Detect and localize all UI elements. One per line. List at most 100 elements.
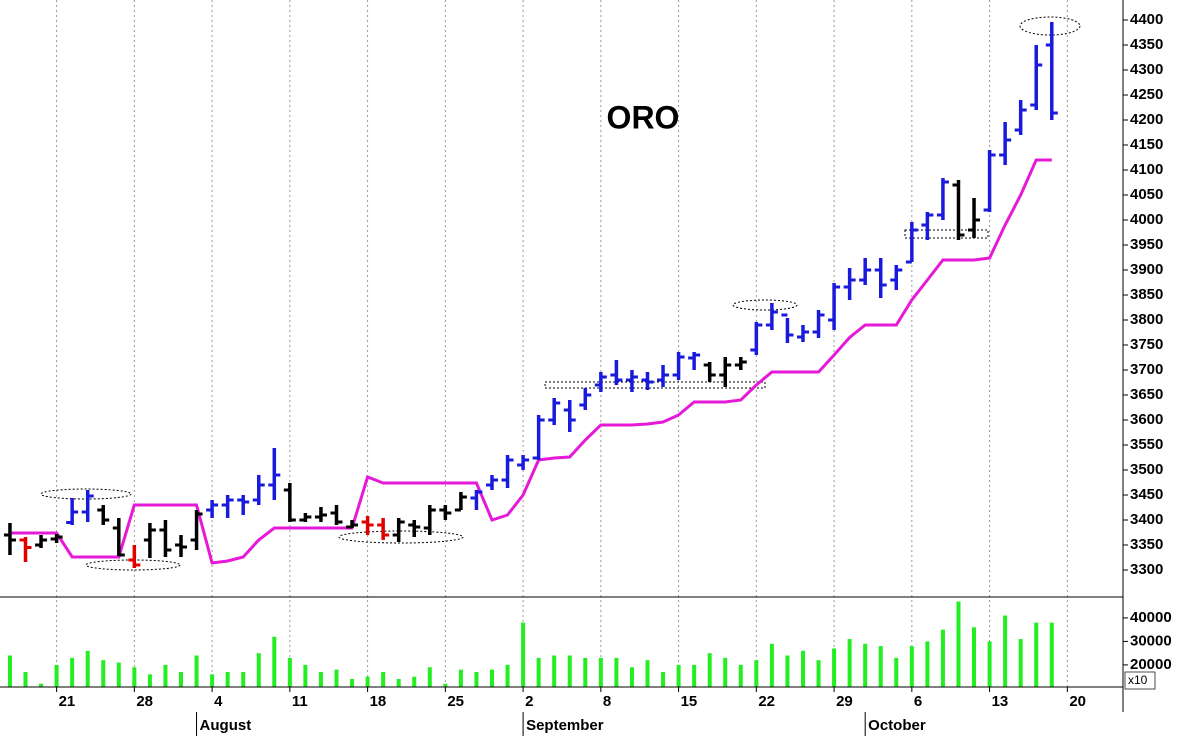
volume-bar	[7, 655, 12, 687]
annotation-ellipse	[732, 299, 798, 311]
volume-bar	[769, 643, 774, 687]
y-tick-label: 3850	[1130, 286, 1163, 303]
y-tick-label: 30000	[1130, 632, 1172, 649]
volume-bar	[738, 664, 743, 687]
scale-label-box	[1124, 671, 1156, 690]
y-tick-label: 4150	[1130, 136, 1163, 153]
x-tick-label: 21	[59, 693, 76, 710]
volume-bar	[225, 671, 230, 687]
volume-bar	[598, 657, 603, 687]
volume-bar	[365, 676, 370, 687]
scale-label: x10	[1128, 673, 1148, 687]
volume-bar	[132, 667, 137, 687]
volume-bar	[1003, 615, 1008, 687]
y-tick-label: 4200	[1130, 111, 1163, 128]
y-tick-label: 3900	[1130, 261, 1163, 278]
y-tick-label: 4300	[1130, 61, 1163, 78]
x-tick-label: 25	[447, 693, 464, 710]
x-tick-label: 11	[292, 693, 308, 710]
volume-bar	[54, 664, 59, 687]
volume-bar	[645, 660, 650, 687]
x-tick-label: 13	[992, 693, 1009, 710]
x-tick-label: 2	[525, 693, 533, 710]
volume-bar	[878, 646, 883, 687]
volume-bar	[489, 669, 494, 687]
y-tick-label: 4250	[1130, 86, 1163, 103]
volume-bar	[521, 622, 526, 687]
volume-bar	[287, 657, 292, 687]
volume-bar	[1034, 622, 1039, 687]
volume-bar	[163, 664, 168, 687]
volume-bar	[816, 660, 821, 687]
volume-bar	[116, 662, 121, 687]
annotation-ellipse	[85, 559, 181, 571]
y-tick-label: 4000	[1130, 211, 1163, 228]
volume-bar	[1049, 622, 1054, 687]
volume-bar	[1018, 639, 1023, 687]
volume-bar	[396, 679, 401, 687]
volume-bar	[614, 657, 619, 687]
volume-bar	[707, 653, 712, 687]
volume-bar	[70, 657, 75, 687]
volume-bar	[381, 671, 386, 687]
y-tick-label: 3350	[1130, 536, 1163, 553]
volume-bar	[723, 657, 728, 687]
volume-bar	[676, 664, 681, 687]
chart-title: ORO	[607, 99, 680, 135]
volume-bar	[303, 664, 308, 687]
volume-bar	[443, 683, 448, 687]
annotation-box	[904, 229, 989, 239]
x-tick-label: 15	[681, 693, 698, 710]
y-tick-label: 3750	[1130, 336, 1163, 353]
y-tick-label: 3450	[1130, 486, 1163, 503]
annotation-ellipse	[338, 530, 464, 544]
volume-bar	[552, 655, 557, 687]
x-tick-label: 8	[603, 693, 611, 710]
y-tick-label: 4350	[1130, 36, 1163, 53]
y-tick-label: 3600	[1130, 411, 1163, 428]
volume-bar	[754, 660, 759, 687]
volume-bar	[909, 646, 914, 687]
y-tick-label: 3500	[1130, 461, 1163, 478]
volume-bar	[583, 657, 588, 687]
x-tick-label: 6	[914, 693, 922, 710]
volume-bar	[23, 671, 28, 687]
volume-bar	[241, 671, 246, 687]
volume-bar	[101, 660, 106, 687]
y-tick-label: 4400	[1130, 11, 1163, 28]
volume-bar	[536, 657, 541, 687]
volume-bar	[692, 664, 697, 687]
volume-bar	[256, 653, 261, 687]
volume-bar	[318, 671, 323, 687]
volume-bar	[210, 674, 215, 687]
volume-bar	[178, 671, 183, 687]
volume-bar	[972, 627, 977, 687]
volume-bar	[832, 648, 837, 687]
volume-bar	[474, 671, 479, 687]
y-tick-label: 4100	[1130, 161, 1163, 178]
stop-line	[10, 158, 1052, 565]
volume-bar	[194, 655, 199, 687]
y-tick-label: 20000	[1130, 656, 1172, 673]
y-tick-label: 4050	[1130, 186, 1163, 203]
volume-bar	[894, 657, 899, 687]
month-label: October	[868, 717, 926, 734]
y-tick-label: 3400	[1130, 511, 1163, 528]
volume-bar	[925, 641, 930, 687]
x-tick-label: 28	[136, 693, 153, 710]
x-tick-label: 4	[214, 693, 223, 710]
volume-bar	[800, 650, 805, 687]
volume-bar	[458, 669, 463, 687]
x-tick-label: 18	[370, 693, 387, 710]
month-label: September	[526, 717, 604, 734]
volume-bar	[350, 679, 355, 687]
marks	[3, 22, 1058, 687]
volume-bar	[785, 655, 790, 687]
y-tick-label: 3700	[1130, 361, 1163, 378]
volume-bar	[661, 671, 666, 687]
x-tick-label: 29	[836, 693, 853, 710]
month-label: August	[200, 717, 252, 734]
volume-bar	[39, 683, 44, 687]
